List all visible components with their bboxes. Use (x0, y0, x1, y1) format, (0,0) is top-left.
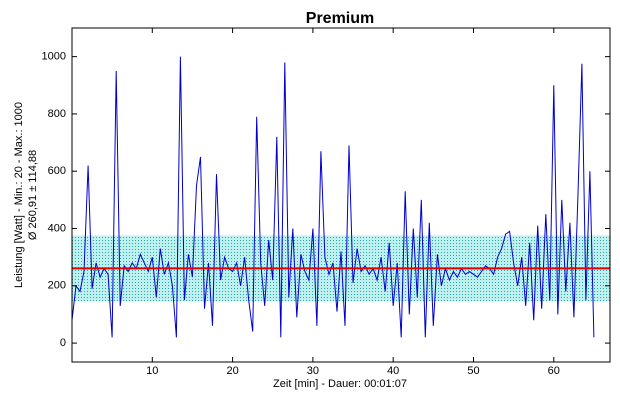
y-axis-label: Leistung [Watt] - Min.: 20 - Max.: 1000 (13, 102, 25, 288)
x-tick-label: 30 (307, 365, 319, 377)
y-tick-label: 400 (48, 222, 66, 234)
x-tick-label: 40 (387, 365, 399, 377)
x-tick-label: 50 (467, 365, 479, 377)
x-axis-label: Zeit [min] - Dauer: 00:01:07 (273, 378, 407, 390)
plot-frame (71, 27, 611, 363)
x-tick-label: 10 (146, 365, 158, 377)
y-tick-label: 600 (48, 165, 66, 177)
x-tick-label: 60 (548, 365, 560, 377)
y-tick-label: 800 (48, 108, 66, 120)
y-tick-label: 0 (60, 337, 66, 349)
y-axis-label: Ø 260,91 ± 114,88 (27, 150, 39, 240)
y-tick-label: 1000 (42, 51, 66, 63)
y-tick-label: 200 (48, 280, 66, 292)
x-tick-label: 20 (226, 365, 238, 377)
chart-title: Premium (306, 10, 374, 27)
data-line (71, 56, 595, 338)
